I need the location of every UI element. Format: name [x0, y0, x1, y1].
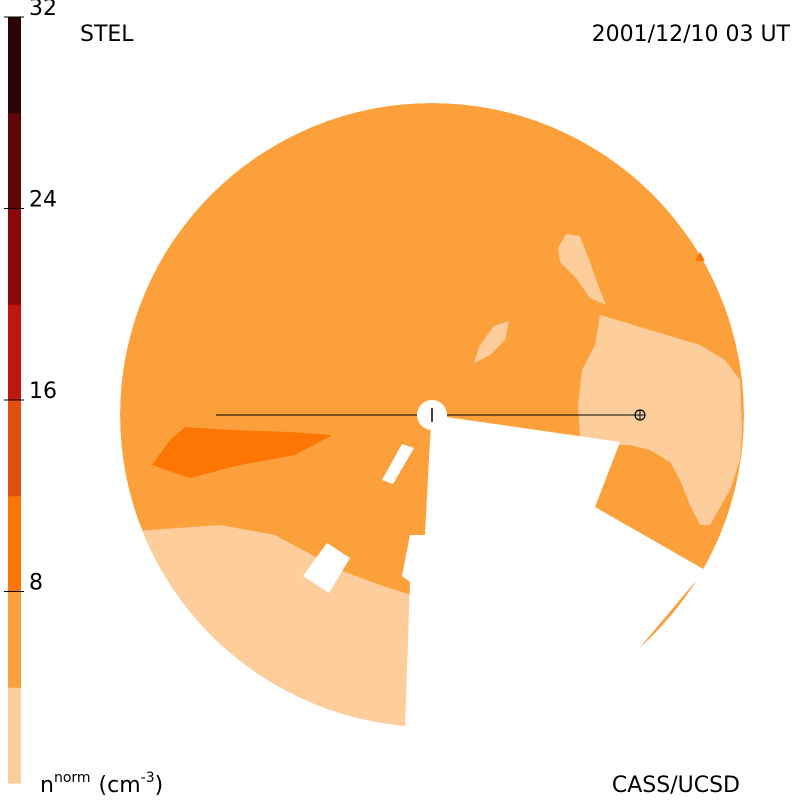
colorbar-band	[8, 208, 21, 305]
earth-marker	[634, 409, 646, 421]
observatory-label: STEL	[80, 22, 134, 47]
colorbar-band	[8, 687, 21, 784]
data-gap-square	[303, 543, 350, 593]
colorbar-band	[8, 495, 21, 592]
density-disc	[120, 103, 744, 727]
unit-paren: (cm	[99, 773, 141, 798]
colorbar-band	[8, 112, 21, 209]
colorbar-tick-label: 32	[29, 0, 57, 21]
credit-label: CASS/UCSD	[612, 773, 740, 798]
timestamp-label: 2001/12/10 03 UT	[592, 22, 791, 47]
unit-close: )	[155, 773, 164, 798]
data-gap-wedge	[402, 415, 705, 727]
colorbar-tick-label: 16	[29, 379, 57, 404]
small-dark-marker	[695, 252, 705, 261]
colorbar-band	[8, 17, 21, 114]
data-gap-strip	[382, 444, 414, 484]
light-region-east	[578, 315, 742, 525]
colorbar-band	[8, 400, 21, 497]
unit-superscript: norm	[54, 770, 91, 786]
colorbar-ticks: 8 16 24 32	[4, 0, 57, 596]
light-region-northeast	[558, 234, 606, 305]
unit-label: nnorm (cm-3)	[40, 770, 163, 798]
colorbar	[8, 17, 21, 784]
colorbar-band	[8, 304, 21, 401]
colorbar-tick-label: 24	[29, 188, 57, 213]
dark-region-west	[152, 427, 332, 478]
colorbar-tick-label: 8	[29, 571, 43, 596]
unit-exponent: -3	[141, 770, 155, 786]
light-patch-central	[474, 321, 509, 363]
colorbar-band	[8, 591, 21, 688]
unit-symbol: n	[40, 773, 54, 798]
